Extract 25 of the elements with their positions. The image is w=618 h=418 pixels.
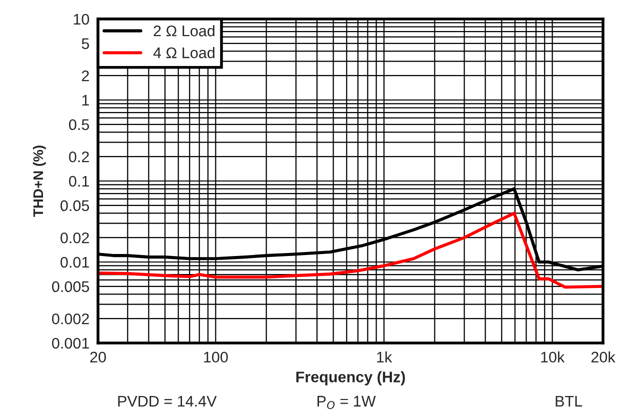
x-tick-label: 1k <box>377 351 392 362</box>
y-tick-label: 5 <box>82 38 90 50</box>
y-tick-label: 0.1 <box>69 176 89 187</box>
y-tick-label: 2 <box>82 70 89 82</box>
text: P$_{O}$ = 1W <box>318 396 376 410</box>
y-axis-title: THD+N (%) <box>32 146 46 217</box>
x-tick-label: 20 <box>90 352 106 363</box>
y-tick-label: 0.01 <box>60 256 89 268</box>
x-axis-title: Frequency (Hz) <box>296 371 405 386</box>
text: PVDD = 14.4V <box>118 396 217 406</box>
x-tick-label: 10k <box>541 351 565 363</box>
y-tick-label: 0.2 <box>69 151 89 162</box>
y-tick-label: 0.005 <box>52 281 90 292</box>
x-tick-label: 20k <box>591 351 616 363</box>
y-tick-label: 0.002 <box>52 313 89 324</box>
y-tick-label: 0.02 <box>60 232 89 244</box>
legend-label: 4 Ω Load <box>153 46 214 58</box>
y-tick-label: 0.05 <box>60 200 90 212</box>
x-tick-label: 100 <box>204 352 228 363</box>
y-tick-label: 0.5 <box>69 119 90 130</box>
legend-label: 2 Ω Load <box>154 25 214 36</box>
y-tick-label: 1 <box>82 95 89 106</box>
text: BTL <box>556 396 582 406</box>
y-tick-label: 0.001 <box>52 338 89 349</box>
y-tick-label: 10 <box>74 14 90 25</box>
